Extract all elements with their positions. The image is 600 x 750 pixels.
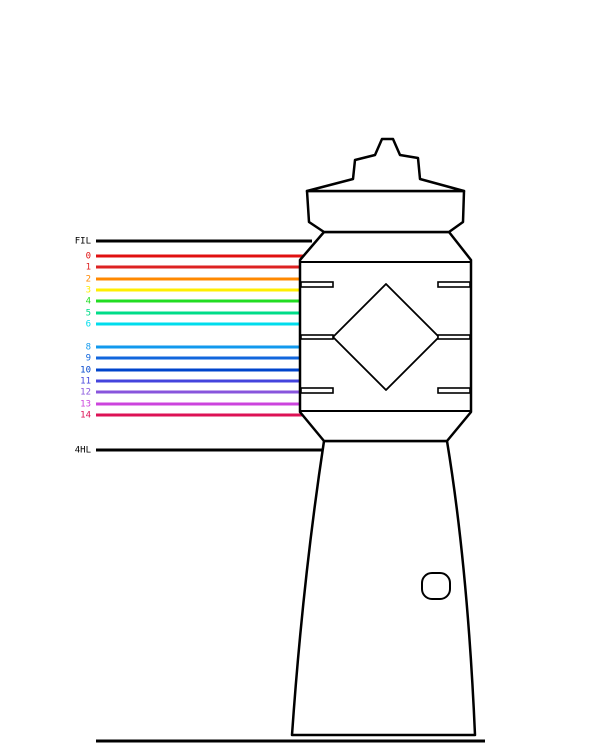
level-label: 13 — [80, 400, 91, 410]
level-label: 4HL — [75, 446, 91, 456]
level-label: 14 — [80, 411, 91, 421]
level-label: 10 — [80, 366, 91, 376]
level-label: 4 — [86, 297, 91, 307]
diamond — [332, 283, 440, 391]
slots — [300, 281, 471, 394]
level-label: 12 — [80, 388, 91, 398]
cap — [305, 189, 466, 234]
tower — [290, 439, 477, 737]
level-label: 0 — [86, 252, 91, 262]
window — [421, 572, 451, 600]
level-label: 8 — [86, 343, 91, 353]
level-label: 9 — [86, 354, 91, 364]
roof — [305, 137, 466, 193]
level-label: 1 — [86, 263, 91, 273]
level-label: 6 — [86, 320, 91, 330]
level-label: 3 — [86, 286, 91, 296]
level-label: 2 — [86, 275, 91, 285]
level-label: 5 — [86, 309, 91, 319]
level-label: FIL — [75, 237, 91, 247]
lighthouse — [290, 137, 477, 737]
level-label: 11 — [80, 377, 91, 387]
